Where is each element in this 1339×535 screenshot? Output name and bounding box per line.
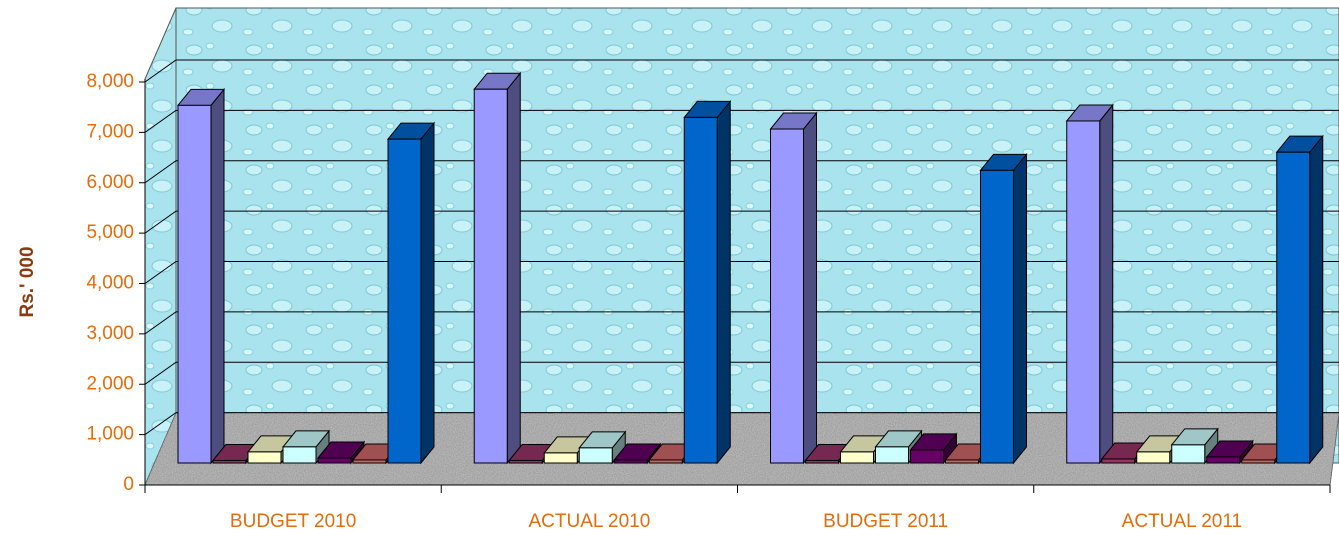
bar-front xyxy=(1171,444,1206,464)
bar-front xyxy=(1101,458,1136,464)
grid-line xyxy=(144,361,1339,385)
x-tick-label: BUDGET 2010 xyxy=(230,511,356,532)
bar xyxy=(979,152,1028,465)
y-axis-label: Rs.' 000 xyxy=(17,246,38,317)
bar-front xyxy=(352,459,387,464)
bar xyxy=(281,429,331,465)
bar-front xyxy=(317,457,352,464)
bar xyxy=(1170,427,1219,465)
floor-texture xyxy=(145,413,1339,485)
bar xyxy=(1275,134,1324,465)
bar xyxy=(1065,103,1114,465)
bar-front xyxy=(543,452,578,464)
bar-side xyxy=(1309,134,1324,465)
bar-front xyxy=(1276,151,1311,464)
bar-front xyxy=(177,104,212,464)
bar-side xyxy=(210,87,225,465)
grid xyxy=(144,59,1339,436)
side-wall xyxy=(144,7,177,486)
bar-side xyxy=(506,71,521,465)
bar-front xyxy=(1066,120,1101,464)
bar-front xyxy=(770,128,804,464)
bar-front xyxy=(875,446,909,464)
bar-side xyxy=(1013,152,1027,465)
grid-line xyxy=(144,59,1339,83)
bar xyxy=(578,430,627,465)
bar-front xyxy=(1241,459,1276,464)
y-tick-label: 5,000 xyxy=(86,222,134,243)
x-tick-label: ACTUAL 2011 xyxy=(1122,511,1242,532)
bar xyxy=(386,121,436,465)
bar-front xyxy=(212,459,247,464)
y-tick-label: 4,000 xyxy=(86,273,134,294)
bar-front xyxy=(910,449,944,464)
bar-front xyxy=(473,88,508,464)
bar-side xyxy=(716,100,731,465)
y-tick-label: 7,000 xyxy=(86,121,134,142)
bar-front xyxy=(387,138,422,464)
grid-line xyxy=(144,160,1339,184)
back-wall xyxy=(175,7,1339,464)
bar-side xyxy=(1099,103,1114,465)
y-tick-label: 3,000 xyxy=(86,323,134,344)
bar-front xyxy=(805,459,839,464)
grid-line xyxy=(144,412,1339,436)
y-tick-label: 1,000 xyxy=(86,424,134,445)
bar-side xyxy=(803,111,817,465)
bar-front xyxy=(613,459,648,464)
bar-front xyxy=(578,447,613,464)
bar-front xyxy=(648,459,683,464)
bar-front xyxy=(980,169,1014,464)
y-tick-label: 8,000 xyxy=(86,71,134,92)
grid-line xyxy=(144,311,1339,335)
grid-line xyxy=(144,261,1339,284)
bar-front xyxy=(683,116,718,464)
x-tick-label: BUDGET 2011 xyxy=(823,511,948,532)
bar-side xyxy=(420,121,435,465)
grid-line xyxy=(144,210,1339,234)
bar-front xyxy=(1136,451,1171,464)
bar xyxy=(176,87,226,465)
bars xyxy=(176,71,1324,465)
bar xyxy=(769,111,818,465)
bar xyxy=(1205,439,1254,465)
y-tick-label: 0 xyxy=(123,474,134,495)
bar-front xyxy=(508,459,543,464)
bar-front xyxy=(1206,456,1241,464)
bar-front xyxy=(247,451,282,464)
bar xyxy=(473,71,522,465)
bar xyxy=(874,429,923,465)
bar-front xyxy=(840,451,874,464)
y-tick-label: 2,000 xyxy=(86,373,134,394)
y-tick-label: 6,000 xyxy=(86,172,134,193)
bar xyxy=(683,100,732,465)
bar-front xyxy=(282,446,317,464)
x-tick-label: ACTUAL 2010 xyxy=(528,511,650,532)
bar-front xyxy=(945,459,979,464)
grid-line xyxy=(144,109,1339,133)
